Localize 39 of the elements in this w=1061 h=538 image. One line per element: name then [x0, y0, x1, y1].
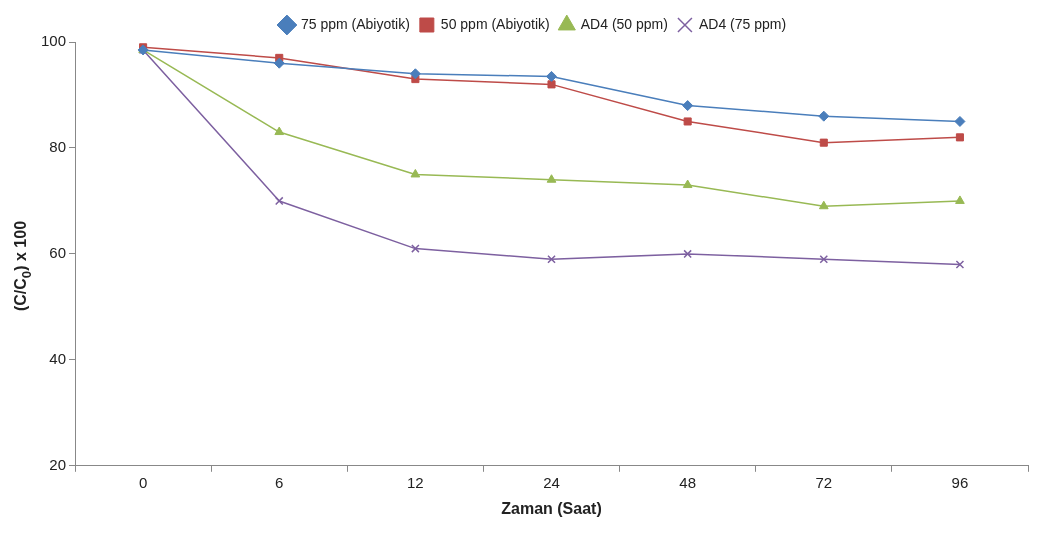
point	[819, 138, 828, 147]
x-tick-label: 24	[543, 473, 560, 491]
point	[274, 196, 284, 206]
point	[547, 254, 556, 264]
y-tick-label: 40	[49, 349, 67, 367]
legend-label: 50 ppm (Abiyotik)	[440, 15, 550, 32]
legend-label: AD4 (50 ppm)	[580, 15, 668, 32]
y-tick-label: 20	[49, 455, 67, 473]
point	[682, 100, 694, 112]
point	[273, 57, 285, 69]
y-tick-label: 100	[41, 32, 67, 50]
x-tick-label: 0	[138, 473, 148, 491]
point	[818, 110, 830, 122]
legend-label: AD4 (75 ppm)	[698, 15, 787, 32]
point	[818, 200, 829, 210]
point	[683, 249, 692, 259]
point	[954, 115, 966, 127]
point	[546, 174, 557, 183]
point	[682, 179, 693, 189]
y-tick-label: 60	[49, 244, 67, 262]
point	[409, 68, 421, 80]
x-axis-title: Zaman (Saat)	[501, 499, 602, 517]
point	[819, 254, 829, 264]
point	[410, 168, 421, 178]
point	[955, 260, 965, 269]
x-tick-label: 72	[815, 473, 833, 491]
legend-label: 75 ppm (Abiyotik)	[300, 15, 410, 32]
point	[411, 244, 420, 253]
point	[547, 80, 556, 89]
point	[274, 126, 285, 136]
point	[955, 133, 964, 142]
x-tick-label: 6	[275, 473, 284, 491]
x-tick-label: 12	[407, 473, 424, 491]
y-tick-label: 80	[49, 138, 67, 156]
point	[546, 70, 558, 82]
x-tick-label: 96	[951, 473, 969, 491]
point	[955, 195, 965, 204]
x-tick-label: 48	[679, 473, 696, 491]
point	[683, 117, 692, 126]
